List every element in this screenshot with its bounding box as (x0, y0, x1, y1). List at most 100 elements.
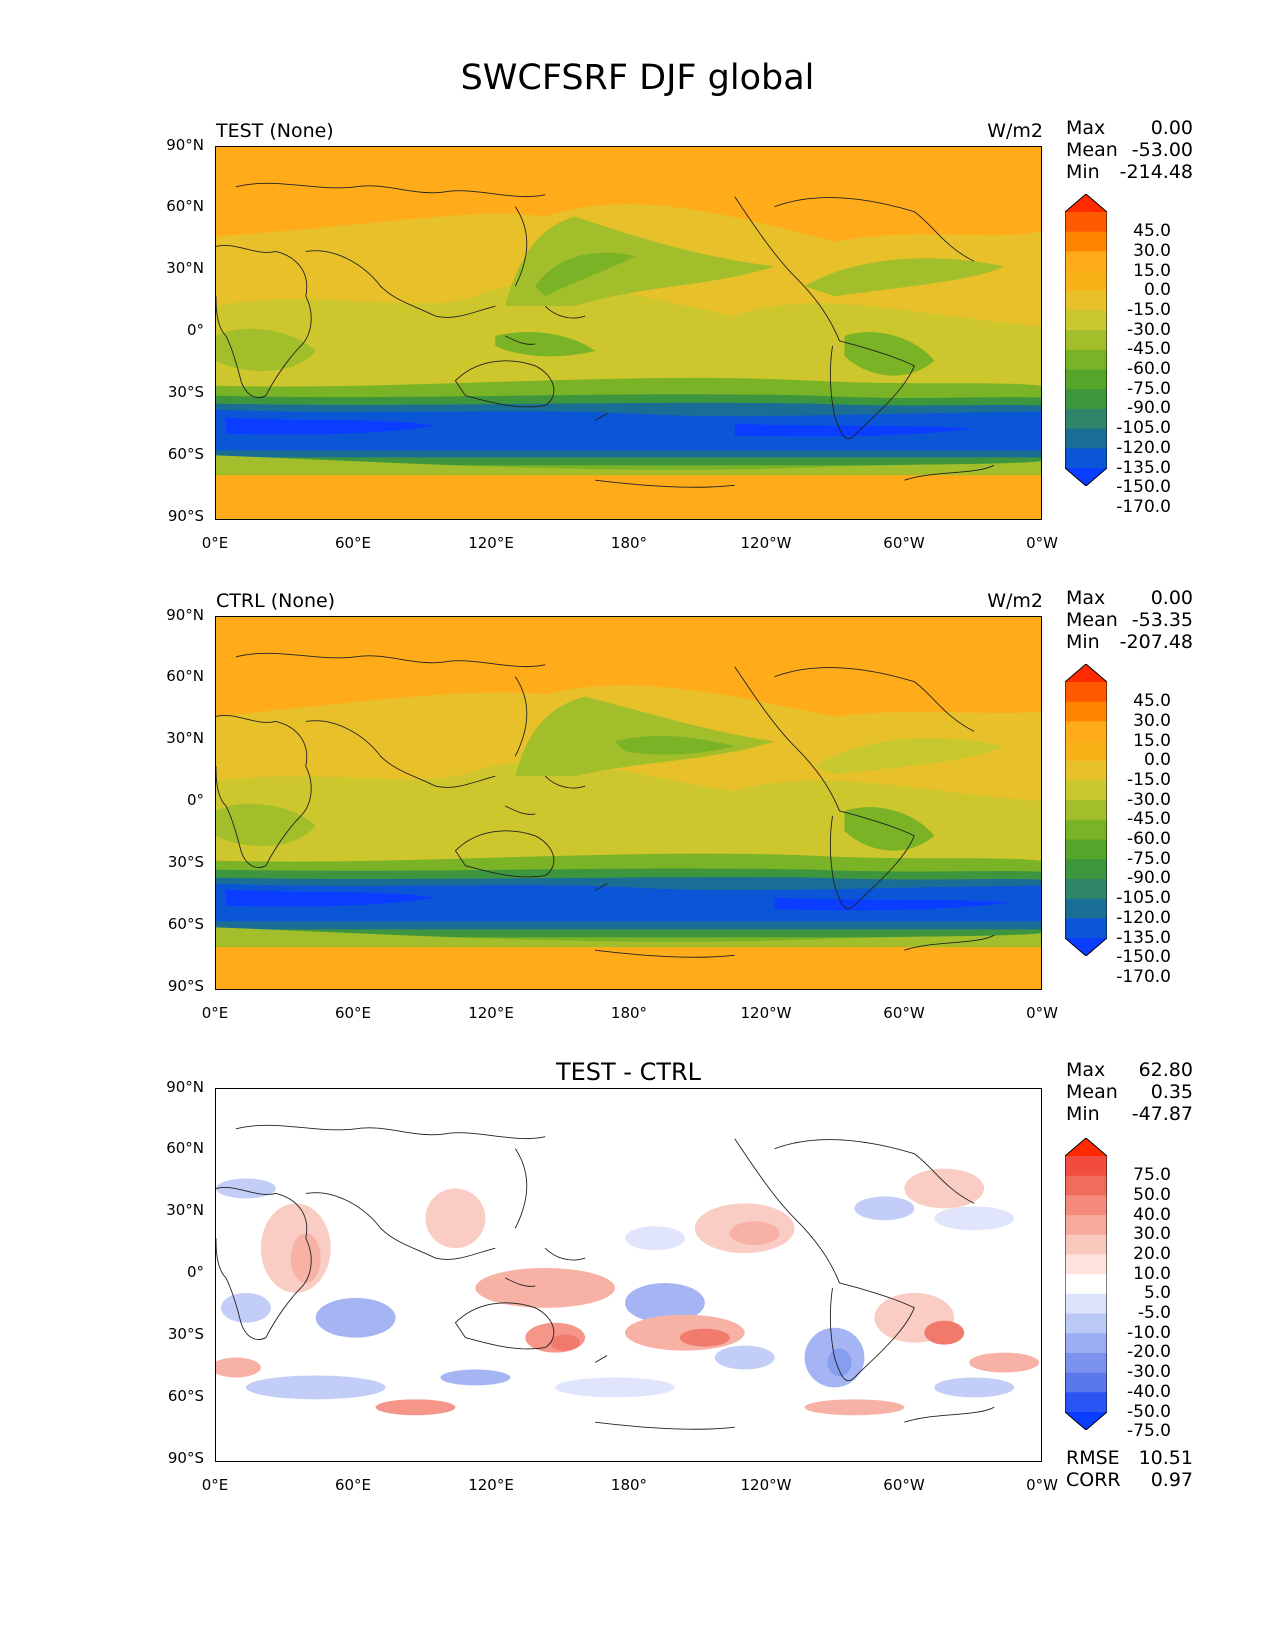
lat-tick: 0° (186, 1263, 204, 1281)
lat-tick: 90°S (167, 1449, 204, 1467)
colorbar-tick-label: -75.0 (1127, 848, 1171, 869)
colorbar-segment (1065, 212, 1107, 233)
lon-tick: 0°E (201, 534, 229, 552)
lon-tick: 60°W (883, 1004, 925, 1022)
stat-label: Mean (1066, 1081, 1118, 1103)
colorbar-tick-label: -45.0 (1127, 809, 1171, 830)
colorbar-cap-top (1065, 1138, 1107, 1156)
colorbar-tick-label: 30.0 (1133, 1224, 1171, 1245)
stat-value: 0.00 (1150, 587, 1193, 609)
colorbar-segment (1065, 290, 1107, 311)
colorbar-tick-label: -120.0 (1116, 437, 1171, 458)
stat-label: Max (1066, 1059, 1106, 1081)
colorbar-segment (1065, 878, 1107, 900)
lat-tick: 30°N (166, 1201, 204, 1219)
colorbar-segment (1065, 1274, 1107, 1295)
colorbar-segment (1065, 310, 1107, 331)
ctrl-map (215, 616, 1042, 990)
lat-tick: 90°S (167, 507, 204, 525)
lon-tick: 0°W (1026, 1004, 1058, 1022)
stat-value: 0.97 (1150, 1469, 1193, 1491)
summary-stats: Max 0.00 Mean -53.35 Min -207.48 (1066, 587, 1193, 653)
colorbar-tick-label: -105.0 (1116, 418, 1171, 439)
colorbar-tick-label: -30.0 (1127, 789, 1171, 810)
colorbar-tick-label: -120.0 (1116, 907, 1171, 928)
colorbar-segment (1065, 819, 1107, 841)
stat-value: 62.80 (1138, 1059, 1193, 1081)
panel-units: W/m2 (987, 590, 1043, 612)
lon-tick: 120°E (468, 1476, 514, 1494)
colorbar-tick-label: -90.0 (1127, 398, 1171, 419)
colorbar-tick-label: 40.0 (1133, 1204, 1171, 1225)
summary-stats: Max 0.00 Mean -53.00 Min -214.48 (1066, 117, 1193, 183)
lon-tick: 180° (610, 534, 648, 552)
colorbar-segment (1065, 859, 1107, 880)
colorbar-tick-label: -45.0 (1127, 339, 1171, 360)
colorbar-segment (1065, 1313, 1107, 1334)
lon-tick: 120°E (468, 534, 514, 552)
colorbar-tick-label: -20.0 (1127, 1342, 1171, 1363)
lon-tick: 120°W (740, 1476, 792, 1494)
diff-panel: TEST - CTRL (0, 1058, 1275, 1502)
colorbar-cap-top (1065, 664, 1107, 682)
lat-tick: 30°S (167, 853, 204, 871)
colorbar-tick-label: -90.0 (1127, 868, 1171, 889)
lon-tick: 60°E (334, 1004, 372, 1022)
lon-tick: 0°W (1026, 534, 1058, 552)
colorbar-tick-label: 30.0 (1133, 710, 1171, 731)
colorbar-tick-label: -10.0 (1127, 1322, 1171, 1343)
colorbar-segment (1065, 800, 1107, 821)
stat-value: -53.00 (1131, 139, 1193, 161)
colorbar-segment (1065, 1195, 1107, 1216)
colorbar-segment (1065, 1215, 1107, 1236)
colorbar-tick-label: -50.0 (1127, 1401, 1171, 1422)
lon-tick: 120°E (468, 1004, 514, 1022)
lon-tick: 60°W (883, 534, 925, 552)
stat-label: CORR (1066, 1469, 1121, 1491)
colorbar-tick-label: -170.0 (1116, 496, 1171, 517)
colorbar-tick-label: -150.0 (1116, 947, 1171, 968)
stat-label: Mean (1066, 139, 1118, 161)
lat-tick: 30°N (166, 729, 204, 747)
lat-tick: 60°N (166, 667, 204, 685)
colorbar-tick-label: -75.0 (1127, 1421, 1171, 1442)
lon-tick: 180° (610, 1476, 648, 1494)
colorbar-segment (1065, 741, 1107, 762)
colorbar-tick-label: -105.0 (1116, 888, 1171, 909)
colorbar-tick-label: -60.0 (1127, 829, 1171, 850)
colorbar-tick-label: 15.0 (1133, 730, 1171, 751)
colorbar-segment (1065, 1175, 1107, 1196)
lat-tick: 60°N (166, 1139, 204, 1157)
lat-tick: 60°S (167, 915, 204, 933)
colorbar-tick-label: -15.0 (1127, 299, 1171, 320)
colorbar-cap-top (1065, 194, 1107, 212)
colorbar-tick-label: 45.0 (1133, 691, 1171, 712)
lon-tick: 60°E (334, 534, 372, 552)
colorbar-segment (1065, 369, 1107, 390)
colorbar-tick-label: 45.0 (1133, 221, 1171, 242)
stat-value: 0.00 (1150, 117, 1193, 139)
colorbar-segment (1065, 1333, 1107, 1354)
colorbar-cap-bottom (1065, 1412, 1107, 1430)
colorbar-segment (1065, 1392, 1107, 1413)
colorbar (1065, 1138, 1107, 1430)
lon-tick: 180° (610, 1004, 648, 1022)
colorbar-tick-label: 75.0 (1133, 1165, 1171, 1186)
stat-value: -53.35 (1131, 609, 1193, 631)
colorbar-segment (1065, 1352, 1107, 1374)
lat-tick: 90°S (167, 977, 204, 995)
colorbar-tick-label: -135.0 (1116, 927, 1171, 948)
panel-title-center: TEST - CTRL (555, 1058, 702, 1086)
colorbar-tick-label: -135.0 (1116, 457, 1171, 478)
stat-value: -47.87 (1131, 1103, 1193, 1125)
colorbar-segment (1065, 251, 1107, 272)
colorbar-tick-label: 10.0 (1133, 1263, 1171, 1284)
lat-tick: 60°N (166, 197, 204, 215)
colorbar-tick-label: 0.0 (1143, 750, 1171, 771)
ctrl-map-field (216, 617, 1041, 989)
ctrl-panel: CTRL (None) W/m2 (0, 587, 1275, 1030)
colorbar-tick-label: -170.0 (1116, 966, 1171, 987)
colorbar-segment (1065, 780, 1107, 801)
colorbar-tick-label: -40.0 (1127, 1381, 1171, 1402)
lat-tick: 0° (186, 791, 204, 809)
